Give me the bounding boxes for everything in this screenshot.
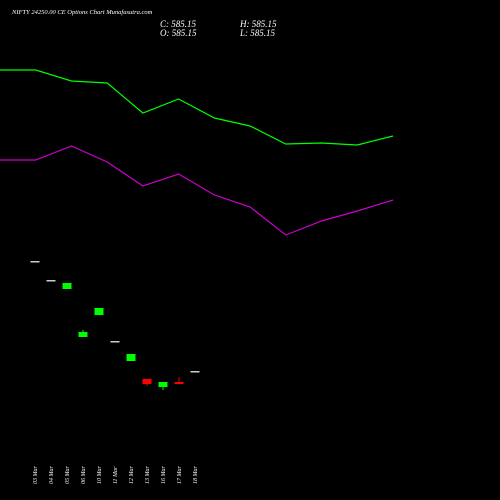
candle-body [30, 261, 40, 263]
x-tick-label: 17 Mar [177, 466, 183, 484]
candle-body [94, 308, 104, 315]
candle-body [62, 283, 72, 289]
x-tick-label: 03 Mar [33, 466, 39, 484]
x-tick-label: 04 Mar [48, 466, 55, 484]
x-tick-label: 05 Mar [65, 466, 71, 484]
chart-title: NIFTY 24250.00 CE Options Chart Munafasu… [11, 9, 153, 16]
high-info: H: 585.15 [239, 19, 277, 29]
candle-body [78, 332, 88, 337]
candle-body [110, 341, 120, 343]
candle-body [158, 382, 168, 387]
indicator-line [0, 69, 394, 146]
x-tick-label: 18 Mar [193, 466, 199, 484]
close-info: C: 585.15 [160, 19, 197, 29]
indicator-line [0, 145, 394, 236]
x-tick-label: 06 Mar [81, 466, 87, 484]
open-info: O: 585.15 [160, 28, 197, 38]
x-tick-label: 10 Mar [97, 466, 103, 484]
x-tick-label: 16 Mar [161, 466, 167, 484]
low-info: L: 585.15 [239, 28, 276, 38]
candle-body [190, 371, 200, 373]
candle-body [46, 280, 56, 282]
x-tick-label: 12 Mar [129, 466, 135, 484]
x-tick-label: 11 Mar [113, 466, 119, 484]
x-tick-label: 13 Mar [145, 466, 151, 484]
candle-body [126, 354, 136, 361]
candle-body [142, 379, 152, 384]
candle-body [174, 382, 184, 384]
